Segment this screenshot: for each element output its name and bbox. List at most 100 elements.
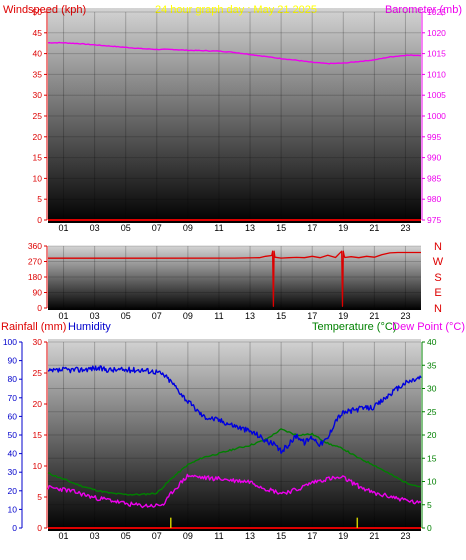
x-tick-label: 15	[276, 311, 286, 321]
windspeed-axis-tick-label: 35	[33, 69, 43, 79]
humidity-axis-tick-label: 90	[8, 356, 18, 366]
x-tick-label: 17	[307, 311, 317, 321]
windspeed-axis-tick-label: 30	[33, 90, 43, 100]
x-tick-label: 19	[338, 531, 348, 541]
x-tick-label: 21	[369, 223, 379, 233]
temperature-axis-tick-label: 35	[427, 360, 437, 370]
direction-axis-tick-label: 180	[28, 272, 42, 282]
barometer-axis-tick-label: 1005	[427, 90, 446, 100]
x-tick-label: 05	[121, 531, 131, 541]
humidity-axis-tick-label: 70	[8, 393, 18, 403]
windspeed-axis-tick-label: 5	[37, 194, 42, 204]
x-tick-label: 21	[369, 311, 379, 321]
windspeed-axis-tick-label: 45	[33, 28, 43, 38]
x-tick-label: 05	[121, 223, 131, 233]
humidity-axis-tick-label: 0	[12, 523, 17, 533]
rainfall-axis-tick-label: 25	[33, 368, 43, 378]
x-tick-label: 09	[183, 223, 193, 233]
x-tick-label: 03	[90, 223, 100, 233]
direction-panel-bg	[48, 246, 421, 310]
x-tick-label: 11	[214, 223, 223, 233]
x-tick-label: 01	[59, 223, 69, 233]
barometer-axis-tick-label: 1020	[427, 28, 446, 38]
rainfall-axis-tick-label: 10	[33, 461, 43, 471]
humidity-axis-tick-label: 100	[3, 337, 17, 347]
x-tick-label: 11	[214, 531, 223, 541]
barometer-series-line	[47, 41, 422, 65]
x-tick-label: 23	[400, 223, 410, 233]
barometer-axis-tick-label: 995	[427, 132, 441, 142]
humidity-axis-tick-label: 60	[8, 411, 18, 421]
direction-axis-tick-label: 90	[33, 288, 43, 298]
graph-date-title: 24 hour graph day : May 21 2025	[155, 4, 317, 16]
temperature-axis-tick-label: 10	[427, 477, 437, 487]
x-tick-label: 05	[121, 311, 131, 321]
temperature-axis-tick-label: 25	[427, 407, 437, 417]
barometer-axis-tick-label: 1010	[427, 69, 446, 79]
direction-axis-tick-label: 0	[37, 303, 42, 313]
windspeed-axis-tick-label: 10	[33, 173, 43, 183]
windspeed-axis-title: Windspeed (kph)	[3, 4, 86, 16]
humidity-axis-title: Humidity	[68, 321, 111, 333]
temperature-axis-tick-label: 5	[427, 500, 432, 510]
humidity-axis-tick-label: 10	[8, 504, 18, 514]
barometer-axis-tick-label: 985	[427, 173, 441, 183]
x-tick-label: 11	[214, 311, 223, 321]
x-tick-label: 17	[307, 531, 317, 541]
windspeed-axis-tick-label: 25	[33, 111, 43, 121]
humidity-series-line	[47, 365, 422, 454]
x-tick-label: 01	[59, 311, 69, 321]
compass-label-2: W	[433, 256, 444, 268]
windspeed-axis-tick-label: 15	[33, 153, 43, 163]
windspeed-axis-tick-label: 0	[37, 215, 42, 225]
barometer-axis-title: Barometer (mb)	[385, 4, 462, 16]
x-tick-label: 07	[152, 531, 162, 541]
direction-axis-tick-label: 360	[28, 241, 42, 251]
x-tick-label: 09	[183, 311, 193, 321]
windspeed-axis-tick-label: 50	[33, 7, 43, 17]
x-tick-label: 09	[183, 531, 193, 541]
rainfall-axis-tick-label: 30	[33, 337, 43, 347]
barometer-axis-tick-label: 1015	[427, 49, 446, 59]
humidity-axis-tick-label: 20	[8, 486, 18, 496]
compass-label-3: S	[434, 272, 441, 284]
barometer-axis-tick-label: 1025	[427, 7, 446, 17]
temperature-axis-tick-label: 40	[427, 337, 437, 347]
compass-label-4: E	[434, 287, 441, 299]
direction-axis-tick-label: 270	[28, 257, 42, 267]
x-tick-label: 19	[338, 223, 348, 233]
rainfall-axis-tick-label: 15	[33, 430, 43, 440]
x-tick-label: 07	[152, 223, 162, 233]
humidity-axis-tick-label: 80	[8, 374, 18, 384]
dewpoint-series-line	[47, 473, 422, 509]
rainfall-axis-tick-label: 0	[37, 523, 42, 533]
x-tick-label: 01	[59, 531, 69, 541]
x-tick-label: 23	[400, 311, 410, 321]
temperature-axis-tick-label: 20	[427, 430, 437, 440]
temperature-axis-tick-label: 15	[427, 453, 437, 463]
x-tick-label: 17	[307, 223, 317, 233]
x-tick-label: 07	[152, 311, 162, 321]
barometer-axis-tick-label: 975	[427, 215, 441, 225]
temperature-axis-title: Temperature (°C)	[312, 321, 396, 333]
top-panel-bg	[48, 8, 421, 223]
x-tick-label: 13	[245, 311, 255, 321]
x-tick-label: 15	[276, 531, 286, 541]
x-tick-label: 15	[276, 223, 286, 233]
rainfall-axis-tick-label: 5	[37, 492, 42, 502]
x-tick-label: 13	[245, 223, 255, 233]
dewpoint-axis-title: Dew Point (°C)	[392, 321, 465, 333]
humidity-axis-tick-label: 40	[8, 449, 18, 459]
x-tick-label: 03	[90, 531, 100, 541]
barometer-axis-tick-label: 1000	[427, 111, 446, 121]
x-tick-label: 13	[245, 531, 255, 541]
x-tick-label: 03	[90, 311, 100, 321]
rainfall-axis-tick-label: 20	[33, 399, 43, 409]
temperature-axis-tick-label: 30	[427, 384, 437, 394]
windspeed-axis-tick-label: 20	[33, 132, 43, 142]
barometer-axis-tick-label: 990	[427, 153, 441, 163]
compass-label-5: N	[434, 303, 442, 315]
temperature-series-line	[47, 428, 422, 496]
